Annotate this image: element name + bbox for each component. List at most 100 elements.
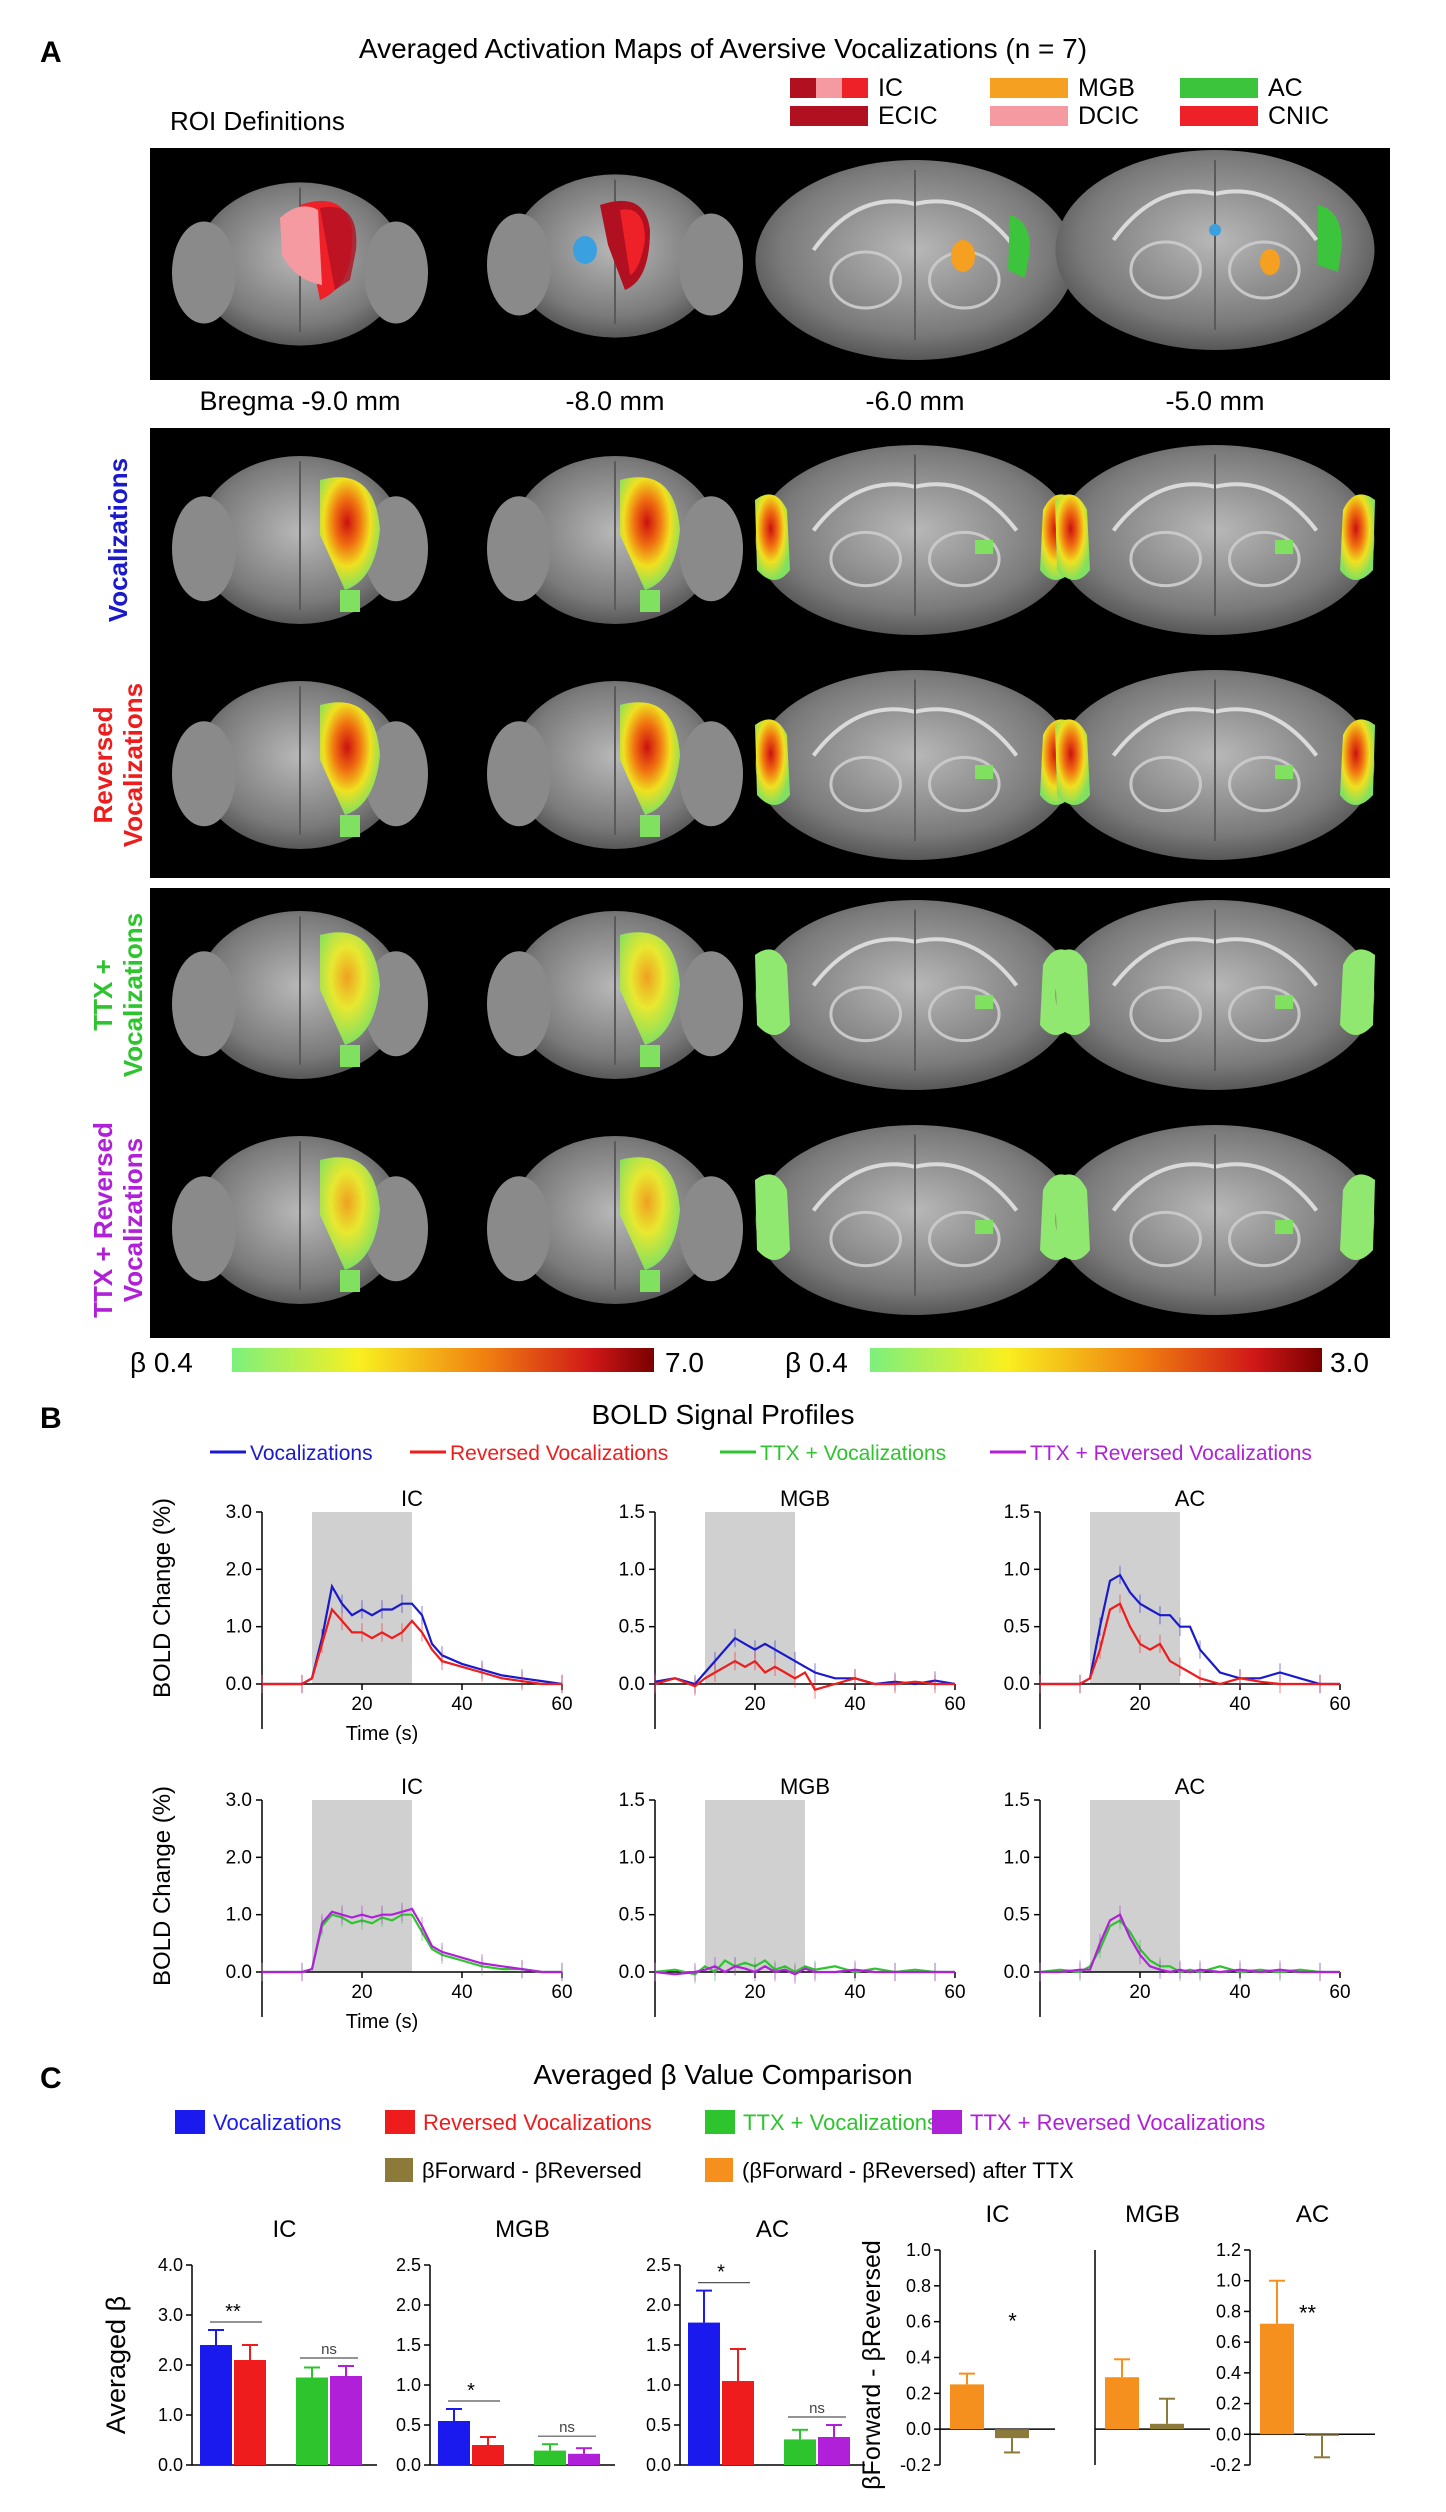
chart-title: MGB <box>495 2216 550 2243</box>
legend-swatch <box>175 2110 205 2134</box>
y-tick-label: 2.0 <box>396 2295 421 2315</box>
legend-swatch-ecic <box>790 106 868 126</box>
chart-title: IC <box>986 2201 1010 2228</box>
activation-ac-left <box>1055 949 1090 1035</box>
chart-title: MGB <box>1125 2201 1180 2228</box>
activation-mgb <box>1275 995 1293 1009</box>
brain-structure <box>829 250 903 310</box>
bregma-labels: Bregma -9.0 mm -8.0 mm -6.0 mm -5.0 mm <box>199 386 1264 416</box>
sig-label: ** <box>1299 2301 1317 2326</box>
bar-chart-5: -0.2 0.0 0.2 0.4 0.6 0.8 1.0 1.2 AC ** <box>1210 2201 1375 2475</box>
sig-label: ns <box>321 2341 337 2358</box>
row-label-text: Vocalizations <box>118 913 148 1077</box>
bar <box>722 2381 754 2465</box>
y-tick-label: 1.0 <box>226 1905 252 1926</box>
brain-lobe <box>487 213 551 316</box>
panel-a-title: Averaged Activation Maps of Aversive Voc… <box>359 33 1087 64</box>
panel-c-title: Averaged β Value Comparison <box>533 2059 912 2090</box>
y-tick-label: 0.6 <box>906 2312 931 2332</box>
activation-small <box>640 1270 660 1292</box>
bar-chart-3: -0.2 0.0 0.2 0.4 0.6 0.8 1.0 IC * <box>900 2201 1055 2475</box>
y-tick-label: 0.0 <box>646 2455 671 2475</box>
line-chart-0: 0.0 1.0 2.0 3.0 20 40 60 IC BOLD Change (%) Time … <box>149 1486 573 1745</box>
brain-structure <box>829 530 903 588</box>
y-tick-label: 0.4 <box>1216 2363 1241 2383</box>
y-tick-label: 0.0 <box>226 1674 252 1695</box>
scale-left-bar <box>232 1348 654 1372</box>
brain-structure <box>829 985 903 1043</box>
brain-lobe <box>172 951 236 1057</box>
legend-swatch-mgb <box>990 78 1068 98</box>
y-tick-label: 3.0 <box>158 2305 183 2325</box>
brain-lobe <box>487 951 551 1057</box>
activation-mgb <box>975 540 993 554</box>
legend-label: TTX + Vocalizations <box>760 1442 946 1465</box>
x-tick-label: 20 <box>1129 1694 1150 1715</box>
activation-ac-right <box>1340 494 1375 580</box>
chart-title: IC <box>401 1774 423 1799</box>
bar <box>1260 2323 1294 2435</box>
legend-label-ecic: ECIC <box>878 102 938 130</box>
activation-ic <box>320 702 380 815</box>
bar <box>1105 2377 1139 2430</box>
brain-lobe <box>364 721 428 827</box>
bregma-label: -5.0 mm <box>1165 386 1264 416</box>
legend-label: TTX + Reversed Vocalizations <box>1030 1442 1312 1465</box>
series-line <box>262 1607 562 1686</box>
y-axis-label: BOLD Change (%) <box>149 1786 176 1986</box>
activation-small <box>340 1045 360 1067</box>
brain-lobe <box>172 496 236 602</box>
activation-ac-left <box>1055 719 1090 805</box>
bar <box>534 2450 566 2465</box>
bar <box>200 2345 232 2465</box>
activation-small <box>340 590 360 612</box>
y-tick-label: 0.0 <box>906 2419 931 2439</box>
bar <box>472 2445 504 2465</box>
activation-ac-left <box>755 719 790 805</box>
row-label-2: TTX + Vocalizations <box>88 913 148 1077</box>
brain-lobe <box>172 221 236 324</box>
chart-title: AC <box>1175 1486 1206 1511</box>
legend-swatch <box>385 2110 415 2134</box>
y-tick-label: 0.5 <box>619 1617 645 1638</box>
brain-lobe <box>172 721 236 827</box>
x-tick-label: 20 <box>744 1694 765 1715</box>
legend-label-diff-ttx: (βForward - βReversed) after TTX <box>742 2158 1074 2183</box>
bar <box>330 2376 362 2465</box>
y-tick-label: 3.0 <box>226 1790 252 1811</box>
y-tick-label: 0.5 <box>619 1905 645 1926</box>
x-tick-label: 60 <box>1329 1694 1350 1715</box>
y-tick-label: 0.4 <box>906 2348 931 2368</box>
brain-lobe <box>487 721 551 827</box>
activation-mgb <box>1275 1220 1293 1234</box>
roi-dcic <box>280 206 322 285</box>
x-tick-label: 20 <box>744 1982 765 2003</box>
x-axis-label: Time (s) <box>346 1723 419 1745</box>
row-label-text: Reversed <box>88 706 118 823</box>
bar-chart-0: 0.0 1.0 2.0 3.0 4.0 IC ** ns <box>158 2216 377 2475</box>
activation-ac-left <box>1055 1174 1090 1260</box>
legend-label: TTX + Reversed Vocalizations <box>970 2110 1265 2135</box>
y-tick-label: 1.5 <box>646 2335 671 2355</box>
brain-structure <box>928 530 1001 588</box>
brain-structure <box>928 985 1001 1043</box>
activation-ac-right <box>1340 1174 1375 1260</box>
row-label-text: TTX + Reversed <box>88 1122 118 1318</box>
activation-ac-left <box>1055 494 1090 580</box>
y-tick-label: 0.5 <box>1004 1905 1030 1926</box>
brain-structure <box>928 755 1001 813</box>
x-tick-label: 40 <box>844 1982 865 2003</box>
brain-structure <box>1228 240 1301 300</box>
legend-swatch-dcic <box>990 106 1068 126</box>
brain-lobe <box>364 221 428 324</box>
y-tick-label: 2.0 <box>646 2295 671 2315</box>
brain-lobe <box>487 496 551 602</box>
y-tick-label: -0.2 <box>900 2455 931 2475</box>
sig-label: ns <box>559 2419 575 2436</box>
series-line <box>1039 1918 1340 1974</box>
activation-ic <box>620 1157 680 1270</box>
legend-swatch <box>932 2110 962 2134</box>
bar <box>1305 2434 1339 2436</box>
legend-label: Reversed Vocalizations <box>423 2110 652 2135</box>
legend-label-mgb: MGB <box>1078 74 1135 102</box>
